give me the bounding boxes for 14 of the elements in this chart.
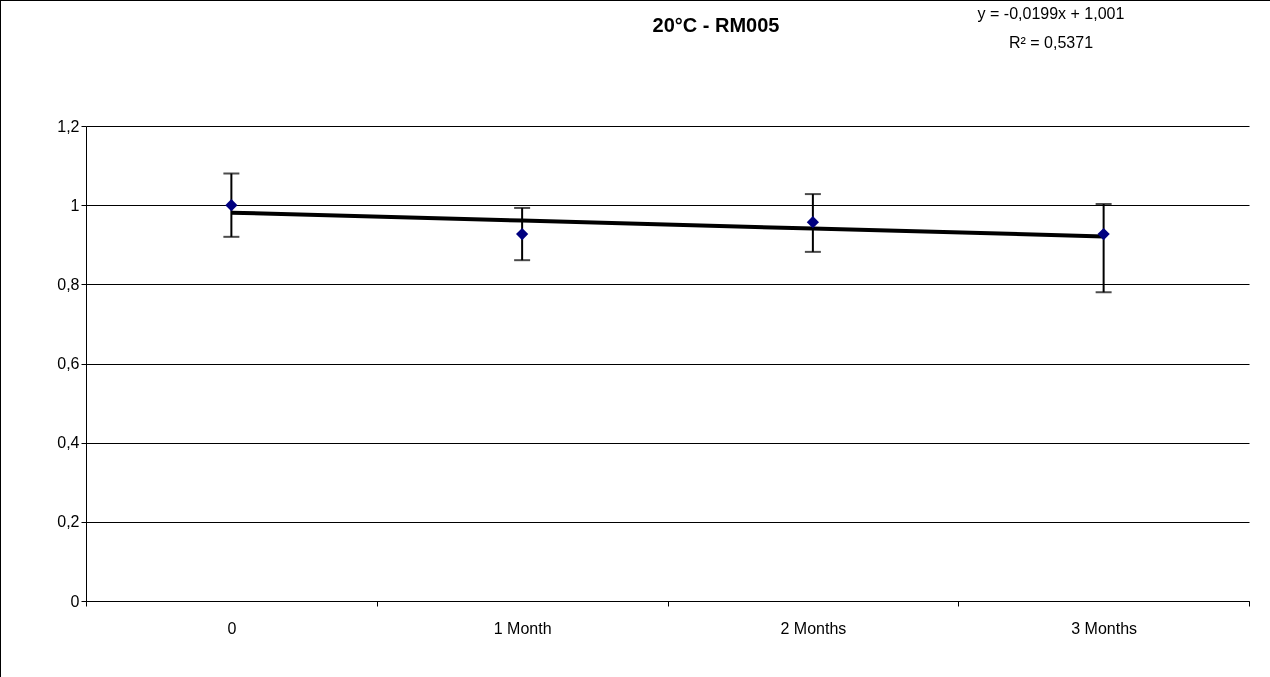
y-tick-label: 1 [70, 196, 80, 214]
x-tick-label: 3 Months [1071, 619, 1138, 637]
y-tick-label: 1,2 [57, 117, 80, 135]
y-tick-label: 0 [70, 592, 80, 610]
y-tick-label: 0,4 [57, 434, 80, 452]
text: R² = 0,5371 [1008, 34, 1094, 51]
y-tick-label: 0,6 [57, 355, 80, 372]
y-tick-label: 0,8 [57, 275, 80, 293]
text: y = -0,0199x + 1,001 [977, 5, 1125, 22]
y-tick-label: 0,2 [57, 513, 80, 531]
chart-title: 20°C - RM005 [652, 14, 780, 36]
x-tick-label: 1 Month [493, 619, 552, 637]
x-tick-label: 2 Months [780, 619, 847, 637]
x-tick-label: 0 [227, 619, 237, 637]
